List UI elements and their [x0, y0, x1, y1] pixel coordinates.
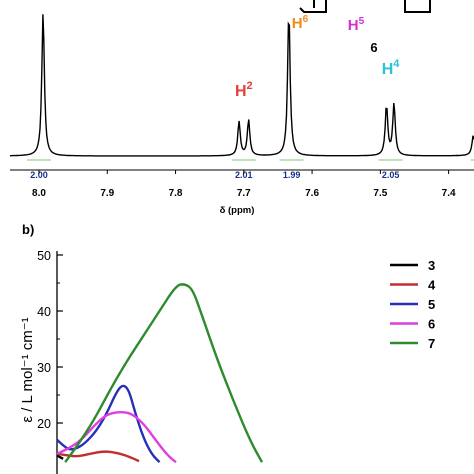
assignment-labels: H2H4H5H6H6H56	[235, 14, 474, 100]
structure-label: 6	[370, 40, 377, 55]
legend-label: 4	[428, 278, 436, 293]
y-tick-label: 40	[37, 305, 51, 319]
x-tick-label: 7.8	[169, 188, 183, 199]
integral-value: 2.05	[382, 170, 400, 180]
y-axis-label: ε / L mol⁻¹ cm⁻¹	[19, 317, 36, 422]
integral-value: 1.99	[283, 170, 301, 180]
y-tick-label: 30	[37, 361, 51, 375]
legend-label: 5	[428, 297, 435, 312]
assignment-label: H2	[235, 80, 253, 100]
series-line-3	[56, 454, 64, 460]
structure-bond-left	[299, 0, 327, 13]
legend-label: 6	[428, 317, 435, 332]
x-tick-label: 7.5	[373, 188, 387, 199]
nmr-spectrum-panel: H2H4H5H6H6H56 2.002.011.992.052.062.06 8…	[10, 0, 474, 216]
uv-vis-series	[56, 283, 264, 464]
x-tick-label: 8.0	[32, 188, 46, 199]
y-axis-ticks: 20 30 40 50	[37, 249, 63, 431]
assignment-label: H4	[382, 58, 401, 78]
series-line-6	[56, 411, 177, 464]
x-tick-label: 7.7	[237, 188, 251, 199]
integral-value: 2.01	[235, 170, 253, 180]
legend-label: 7	[428, 336, 435, 351]
x-tick-label: 7.9	[100, 188, 114, 199]
series-line-4	[56, 450, 140, 463]
uv-vis-panel: b) ε / L mol⁻¹ cm⁻¹ 20 30 40 50 3 4 5 6 7	[19, 222, 436, 474]
integrals: 2.002.011.992.052.062.06	[27, 159, 474, 180]
legend-label: 3	[428, 258, 435, 273]
x-tick-label: 7.6	[305, 188, 319, 199]
structure-label: H6	[292, 14, 309, 32]
structure-label: H5	[348, 16, 365, 34]
y-tick-label: 50	[37, 249, 51, 263]
x-axis-label: δ (ppm)	[220, 205, 255, 216]
series-line-7	[64, 283, 264, 463]
y-tick-label: 20	[37, 417, 51, 431]
panel-label: b)	[22, 222, 34, 237]
legend: 3 4 5 6 7	[390, 258, 436, 351]
structure-bond-right	[404, 0, 431, 13]
integral-value: 2.00	[30, 170, 48, 180]
x-axis-ticks: 8.07.97.87.77.67.57.47.3	[32, 170, 456, 199]
nmr-spectrum-trace	[10, 14, 474, 157]
x-tick-label: 7.4	[442, 188, 456, 199]
molecule-structure-fragment	[299, 0, 431, 13]
